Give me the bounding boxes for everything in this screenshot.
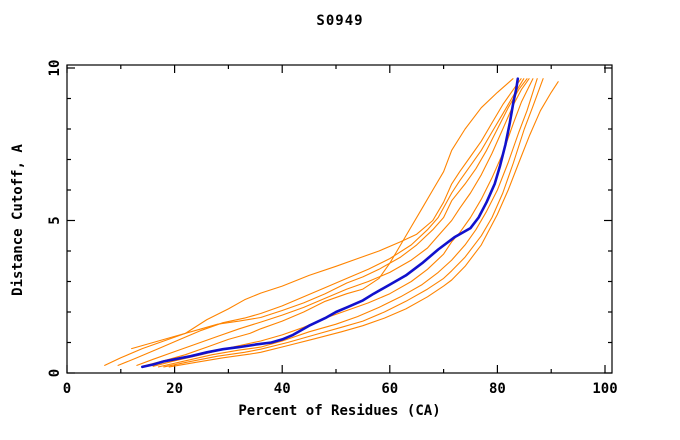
curve-orange-curve-6 <box>152 78 534 367</box>
x-tick-label: 100 <box>592 381 617 397</box>
x-tick-label: 0 <box>63 381 71 397</box>
curve-orange-curve-5 <box>141 78 514 367</box>
curve-orange-curve-3 <box>131 78 528 350</box>
curve-orange-curve-9 <box>168 81 559 368</box>
x-tick-label: 20 <box>166 381 183 397</box>
plot-frame <box>66 64 613 374</box>
x-tick-label: 80 <box>489 381 506 397</box>
curve-orange-curve-4 <box>136 78 530 366</box>
y-tick-label: 0 <box>47 369 63 377</box>
x-tick-label: 60 <box>381 381 398 397</box>
y-axis-label: Distance Cutoff, A <box>10 144 26 296</box>
curve-orange-curve-2 <box>117 78 525 366</box>
curve-orange-curve-8 <box>163 78 544 368</box>
curve-orange-curve-7 <box>157 78 538 368</box>
chart-title: S0949 <box>316 13 364 29</box>
curve-orange-curve-1 <box>104 78 522 366</box>
x-axis-label: Percent of Residues (CA) <box>238 403 441 419</box>
x-tick-label: 40 <box>274 381 291 397</box>
y-tick-label: 10 <box>47 60 63 77</box>
y-tick-label: 5 <box>47 216 63 224</box>
curve-blue-curve <box>141 77 520 369</box>
